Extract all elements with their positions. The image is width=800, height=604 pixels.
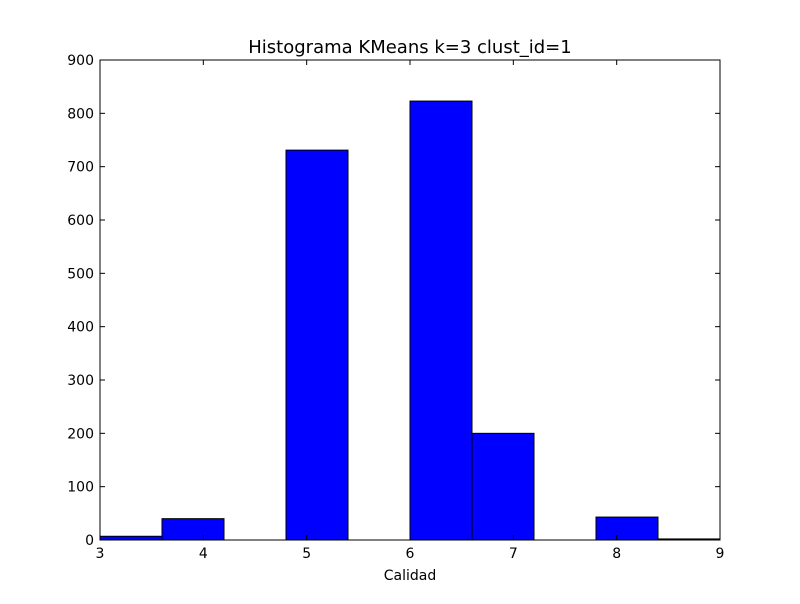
histogram-bar-3 <box>285 149 349 541</box>
x-axis-label: Calidad <box>384 568 437 584</box>
histogram-bar-5 <box>409 100 473 541</box>
y-tick-label-7: 700 <box>67 160 94 176</box>
x-tick-label-5: 8 <box>612 546 621 562</box>
y-tick-label-2: 200 <box>67 426 94 442</box>
plot-frame <box>99 59 721 541</box>
x-tick-label-6: 9 <box>716 546 725 562</box>
histogram-bar-6 <box>471 432 535 541</box>
chart-title: Histograma KMeans k=3 clust_id=1 <box>248 37 571 58</box>
histogram-bar-1 <box>161 518 225 541</box>
x-tick-label-4: 7 <box>509 546 518 562</box>
x-tick-label-3: 6 <box>406 546 415 562</box>
y-tick-label-1: 100 <box>67 480 94 496</box>
y-tick-label-3: 300 <box>67 373 94 389</box>
histogram-bar-0 <box>99 535 163 541</box>
x-tick-label-2: 5 <box>302 546 311 562</box>
y-tick-label-5: 500 <box>67 266 94 282</box>
y-tick-label-0: 0 <box>85 533 94 549</box>
y-tick-label-9: 900 <box>67 53 94 69</box>
y-tick-label-8: 800 <box>67 106 94 122</box>
histogram-bar-8 <box>595 516 659 541</box>
ticks-layer: 3 4 5 6 7 8 9 0 100 200 300 400 500 600 700 800 900 <box>67 53 724 562</box>
x-tick-label-1: 4 <box>199 546 208 562</box>
y-tick-label-6: 600 <box>67 213 94 229</box>
x-tick-label-0: 3 <box>96 546 105 562</box>
bars-layer <box>99 100 721 541</box>
y-tick-label-4: 400 <box>67 320 94 336</box>
